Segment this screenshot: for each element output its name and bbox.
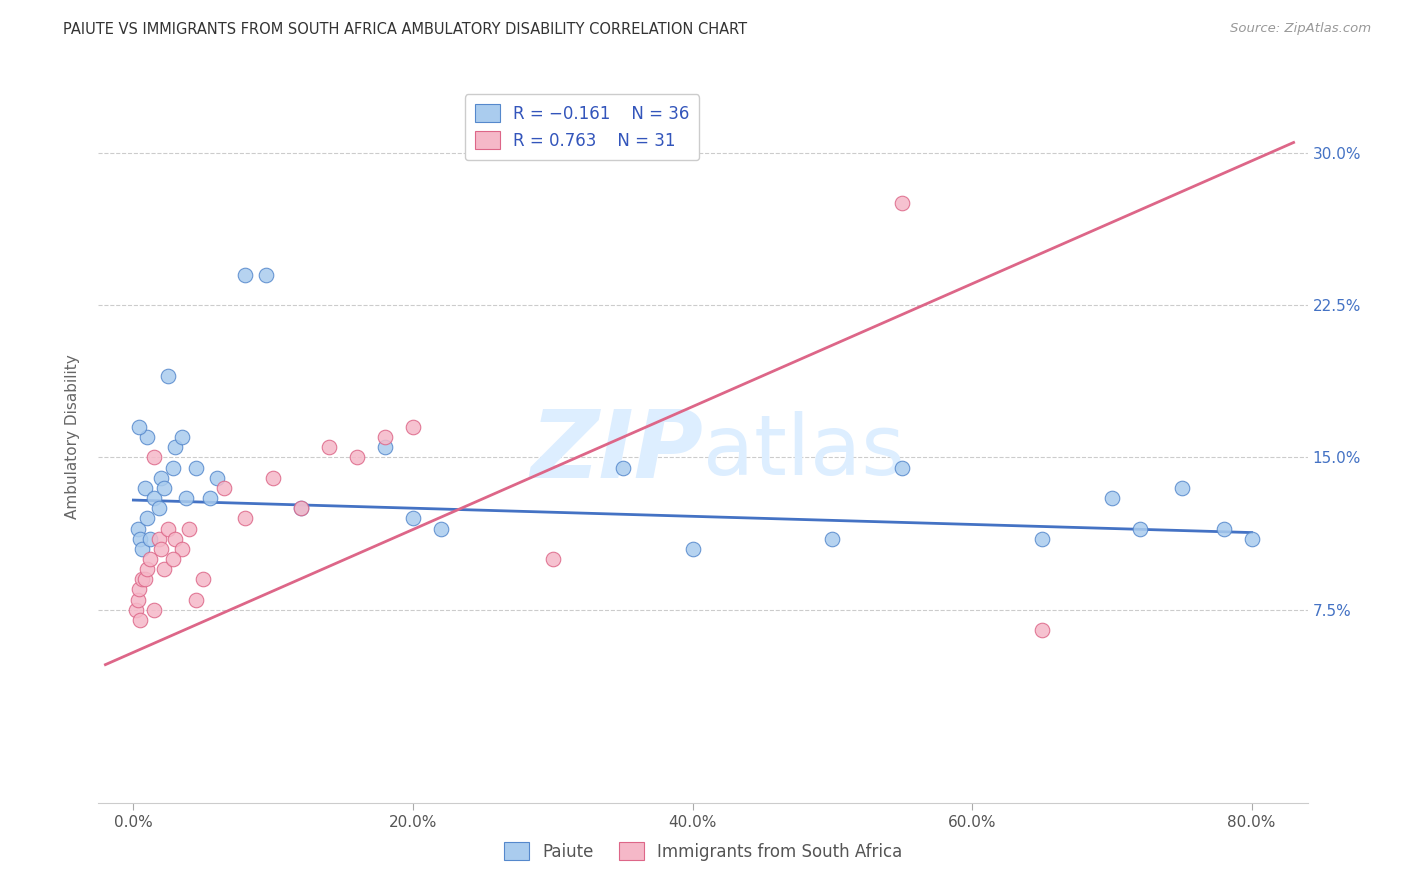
Point [153, 481, 176, 495]
Point [129, 532, 152, 546]
Point [176, 491, 198, 505]
Point [128, 582, 150, 597]
Point [207, 471, 229, 485]
Point [150, 541, 173, 556]
Point [262, 471, 284, 485]
Point [1129, 521, 1152, 535]
Point [290, 501, 312, 516]
Point [1031, 623, 1053, 637]
Legend: Paiute, Immigrants from South Africa: Paiute, Immigrants from South Africa [498, 836, 908, 868]
Point [165, 532, 187, 546]
Point [682, 541, 704, 556]
Point [318, 440, 340, 454]
Point [157, 369, 180, 384]
Point [402, 511, 425, 525]
Point [150, 471, 173, 485]
Point [612, 460, 634, 475]
Point [212, 481, 235, 495]
Point [233, 268, 256, 282]
Point [1031, 532, 1053, 546]
Point [143, 450, 166, 465]
Point [136, 562, 159, 576]
Point [891, 460, 914, 475]
Point [148, 501, 170, 516]
Point [148, 532, 170, 546]
Point [374, 430, 396, 444]
Point [136, 430, 159, 444]
Point [131, 541, 153, 556]
Point [1171, 481, 1194, 495]
Point [172, 541, 194, 556]
Point [162, 460, 184, 475]
Point [157, 521, 180, 535]
Point [374, 440, 396, 454]
Point [186, 460, 208, 475]
Point [134, 481, 156, 495]
Point [127, 592, 149, 607]
Point [165, 440, 187, 454]
Point [233, 511, 256, 525]
Point [254, 268, 277, 282]
Point [891, 196, 914, 211]
Point [134, 572, 156, 586]
Y-axis label: Ambulatory Disability: Ambulatory Disability [65, 355, 80, 519]
Point [136, 511, 159, 525]
Point [125, 603, 148, 617]
Point [139, 552, 162, 566]
Point [131, 572, 153, 586]
Point [172, 430, 194, 444]
Text: atlas: atlas [703, 411, 904, 492]
Point [821, 532, 844, 546]
Point [1212, 521, 1234, 535]
Point [162, 552, 184, 566]
Point [1240, 532, 1263, 546]
Point [139, 532, 162, 546]
Point [1101, 491, 1123, 505]
Point [153, 562, 176, 576]
Point [200, 491, 222, 505]
Text: Source: ZipAtlas.com: Source: ZipAtlas.com [1230, 22, 1371, 36]
Text: PAIUTE VS IMMIGRANTS FROM SOUTH AFRICA AMBULATORY DISABILITY CORRELATION CHART: PAIUTE VS IMMIGRANTS FROM SOUTH AFRICA A… [63, 22, 748, 37]
Point [179, 521, 201, 535]
Point [290, 501, 312, 516]
Point [402, 420, 425, 434]
Point [128, 420, 150, 434]
Point [127, 521, 149, 535]
Point [430, 521, 453, 535]
Point [193, 572, 215, 586]
Point [143, 603, 166, 617]
Text: ZIP: ZIP [530, 406, 703, 498]
Point [346, 450, 368, 465]
Point [129, 613, 152, 627]
Point [143, 491, 166, 505]
Point [541, 552, 564, 566]
Point [186, 592, 208, 607]
